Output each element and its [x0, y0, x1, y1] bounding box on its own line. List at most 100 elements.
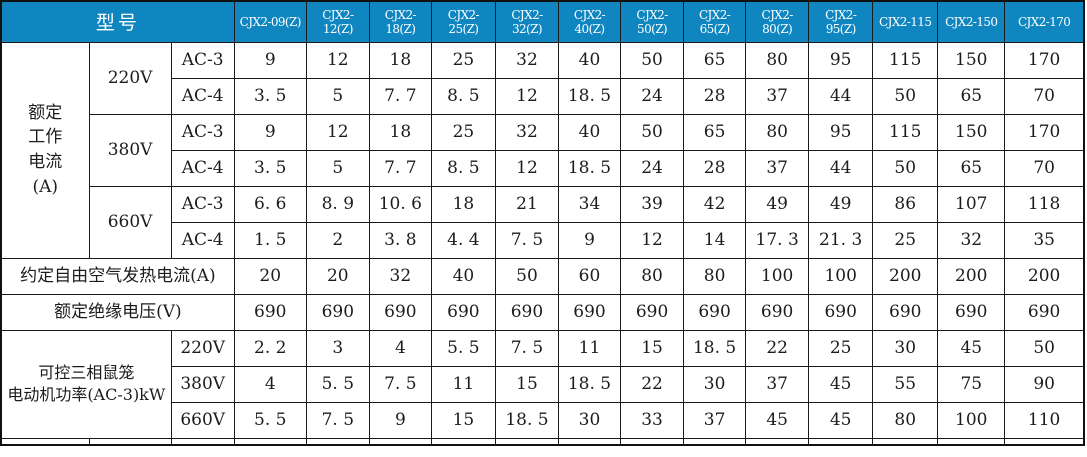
- value-cell: 33: [620, 401, 685, 439]
- value-cell: 45: [808, 401, 874, 439]
- value-cell: 150: [937, 41, 1006, 79]
- value-cell: 690: [1004, 293, 1085, 331]
- column-header-model: CJX2-115: [872, 0, 939, 43]
- value-cell: 50: [872, 149, 939, 187]
- column-header-model: CJX2-25(Z): [430, 0, 496, 43]
- value-cell: 8. 5: [430, 149, 496, 187]
- value-cell: 25: [430, 41, 496, 79]
- value-cell: 690: [872, 293, 939, 331]
- table-row: AC-4 1. 5 2 3. 8 4. 4 7. 5 9 12 14 17. 3 21. 3 25 32…: [1, 221, 1085, 259]
- value-cell: 170: [1004, 113, 1085, 151]
- value-cell: 25: [430, 113, 496, 151]
- value-cell: 34: [557, 185, 622, 223]
- value-cell: 28: [683, 149, 747, 187]
- value-cell: 690: [808, 293, 874, 331]
- value-cell: 24: [620, 77, 685, 115]
- value-cell: 90: [1004, 365, 1085, 403]
- value-cell: 12: [620, 221, 685, 259]
- row-label-rated-insulation-voltage: 额定绝缘电压(V): [0, 293, 235, 331]
- empty-cell: [170, 437, 235, 445]
- value-cell: 5. 5: [430, 329, 496, 367]
- value-cell: 60: [557, 257, 622, 295]
- value-cell: 115: [872, 41, 939, 79]
- value-cell: 21. 3: [808, 221, 874, 259]
- value-cell: 690: [305, 293, 370, 331]
- value-cell: 95: [808, 113, 874, 151]
- value-cell: 15: [494, 365, 559, 403]
- row-label-voltage-380v: 380V: [170, 365, 235, 403]
- row-label-ac4: AC-4: [170, 221, 235, 259]
- value-cell: 4: [368, 329, 432, 367]
- value-cell: 9: [557, 221, 622, 259]
- value-cell: 75: [937, 365, 1006, 403]
- value-cell: 25: [808, 329, 874, 367]
- value-cell: 30: [872, 329, 939, 367]
- value-cell: 40: [557, 41, 622, 79]
- value-cell: 80: [745, 113, 810, 151]
- row-label-ac4: AC-4: [170, 77, 235, 115]
- row-label-ac3: AC-3: [170, 113, 235, 151]
- value-cell: 22: [620, 365, 685, 403]
- empty-cell: [1004, 437, 1085, 445]
- value-cell: 100: [937, 401, 1006, 439]
- value-cell: 14: [683, 221, 747, 259]
- row-label-conventional-free-air-thermal-current: 约定自由空气发热电流(A): [0, 257, 235, 295]
- value-cell: 65: [937, 149, 1006, 187]
- value-cell: 690: [557, 293, 622, 331]
- value-cell: 8. 5: [430, 77, 496, 115]
- row-label-ac3: AC-3: [170, 41, 235, 79]
- table-row: 660V AC-3 6. 6 8. 9 10. 6 18 21 34 39 42 49 49 86 107…: [1, 185, 1085, 259]
- row-label-voltage-660v: 660V: [88, 185, 172, 259]
- value-cell: 170: [1004, 41, 1085, 79]
- empty-cell: [430, 437, 496, 445]
- row-label-ac4: AC-4: [170, 149, 235, 187]
- value-cell: 3. 5: [233, 77, 307, 115]
- value-cell: 2. 2: [233, 329, 307, 367]
- value-cell: 8. 9: [305, 185, 370, 223]
- value-cell: 42: [683, 185, 747, 223]
- value-cell: 7. 7: [368, 149, 432, 187]
- empty-cell: [937, 437, 1006, 445]
- value-cell: 40: [430, 257, 496, 295]
- value-cell: 110: [1004, 401, 1085, 439]
- column-header-model: CJX2-32(Z): [494, 0, 559, 43]
- column-header-model: CJX2-40(Z): [557, 0, 622, 43]
- table-row: 约定自由空气发热电流(A) 20 20 32 40 50 60 80 80 100 100 200 20…: [0, 257, 1085, 295]
- header-row: 型号 CJX2-09(Z) CJX2-12(Z) CJX2-18(Z) CJX2-25(…: [0, 0, 1085, 43]
- value-cell: 690: [745, 293, 810, 331]
- value-cell: 45: [745, 401, 810, 439]
- value-cell: 80: [745, 41, 810, 79]
- value-cell: 15: [620, 329, 685, 367]
- value-cell: 44: [808, 149, 874, 187]
- value-cell: 49: [808, 185, 874, 223]
- value-cell: 65: [683, 113, 747, 151]
- row-group-label-rated-working-current: 额定 工作 电流 (A): [0, 41, 90, 259]
- column-header-model: CJX2-50(Z): [620, 0, 685, 43]
- cut-off-row: [0, 437, 1085, 445]
- empty-cell: [683, 437, 747, 445]
- value-cell: 11: [557, 329, 622, 367]
- table-row: AC-4 3. 5 5 7. 7 8. 5 12 18. 5 24 28 37 44 50 65 70: [1, 149, 1085, 187]
- value-cell: 18: [368, 41, 432, 79]
- value-cell: 200: [1004, 257, 1085, 295]
- empty-cell: [494, 437, 559, 445]
- value-cell: 18. 5: [683, 329, 747, 367]
- column-header-model: CJX2-80(Z): [745, 0, 810, 43]
- value-cell: 200: [872, 257, 939, 295]
- value-cell: 690: [620, 293, 685, 331]
- value-cell: 20: [233, 257, 307, 295]
- row-label-voltage-660v: 660V: [170, 401, 235, 439]
- value-cell: 30: [683, 365, 747, 403]
- value-cell: 50: [872, 77, 939, 115]
- empty-cell: [808, 437, 874, 445]
- value-cell: 12: [494, 149, 559, 187]
- row-label-voltage-220v: 220V: [88, 41, 172, 115]
- row-label-voltage-220v: 220V: [170, 329, 235, 367]
- empty-cell: [872, 437, 939, 445]
- value-cell: 49: [745, 185, 810, 223]
- value-cell: 86: [872, 185, 939, 223]
- value-cell: 32: [494, 113, 559, 151]
- value-cell: 28: [683, 77, 747, 115]
- table-row: 额定绝缘电压(V) 690 690 690 690 690 690 690 690 690 690 6…: [0, 293, 1085, 331]
- value-cell: 100: [745, 257, 810, 295]
